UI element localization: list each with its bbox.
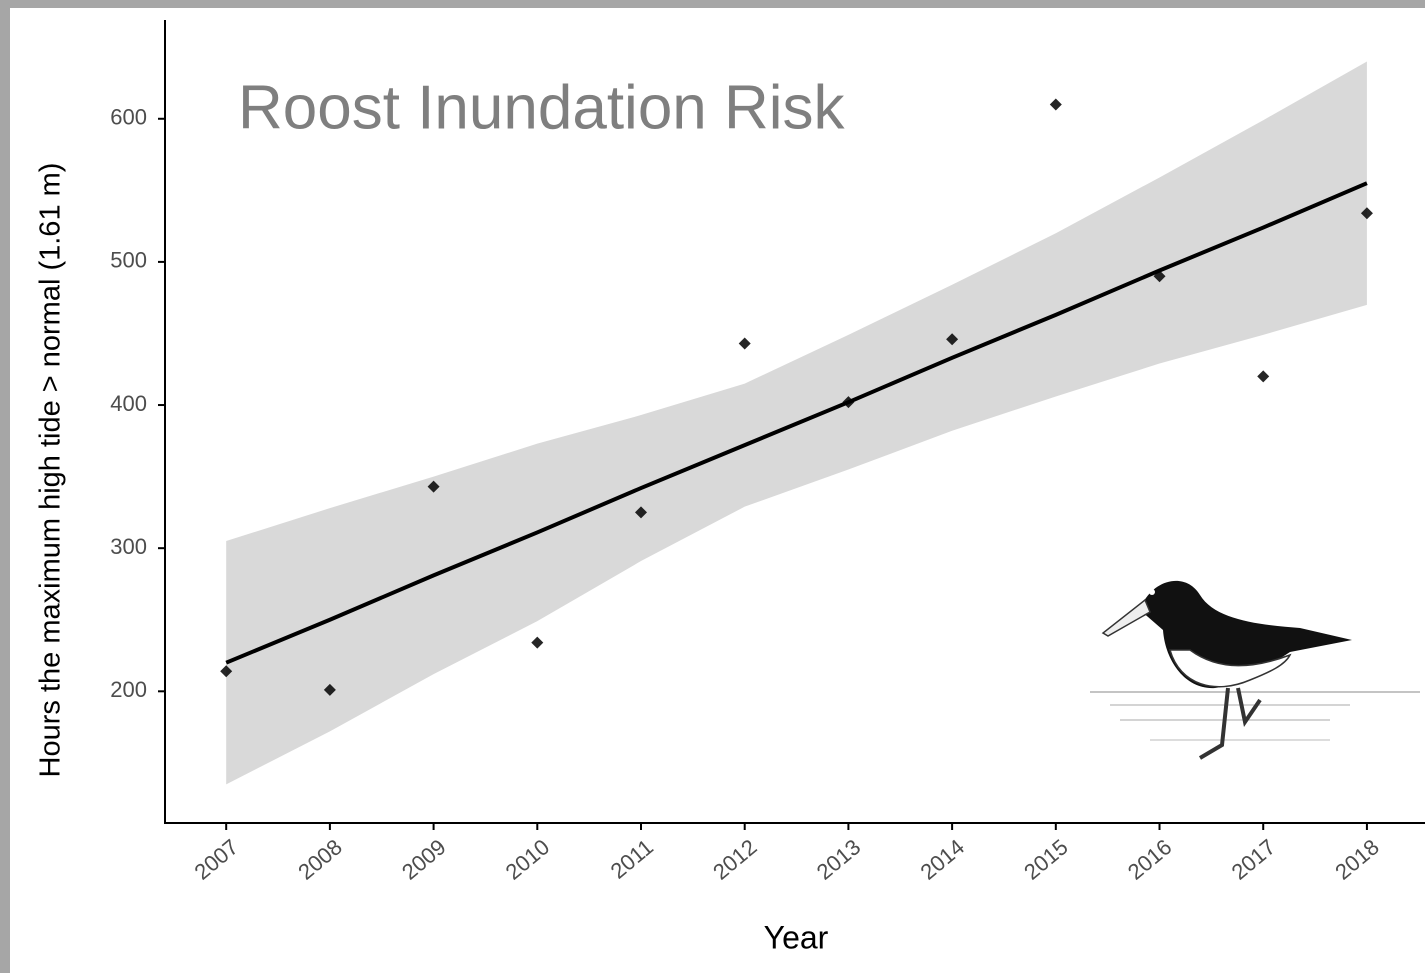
x-axis-label: Year: [764, 919, 829, 955]
page: {"chart_data": { "type": "scatter", "tit…: [0, 0, 1425, 973]
chart: Roost Inundation Risk Year Hours the max…: [0, 0, 1425, 973]
y-tick-label: 500: [110, 248, 147, 273]
y-tick-label: 600: [110, 105, 147, 130]
y-axis-label: Hours the maximum high tide > normal (1.…: [35, 163, 67, 778]
y-tick-label: 200: [110, 677, 147, 702]
chart-title: Roost Inundation Risk: [238, 73, 846, 142]
y-tick-label: 300: [110, 534, 147, 559]
y-tick-label: 400: [110, 391, 147, 416]
